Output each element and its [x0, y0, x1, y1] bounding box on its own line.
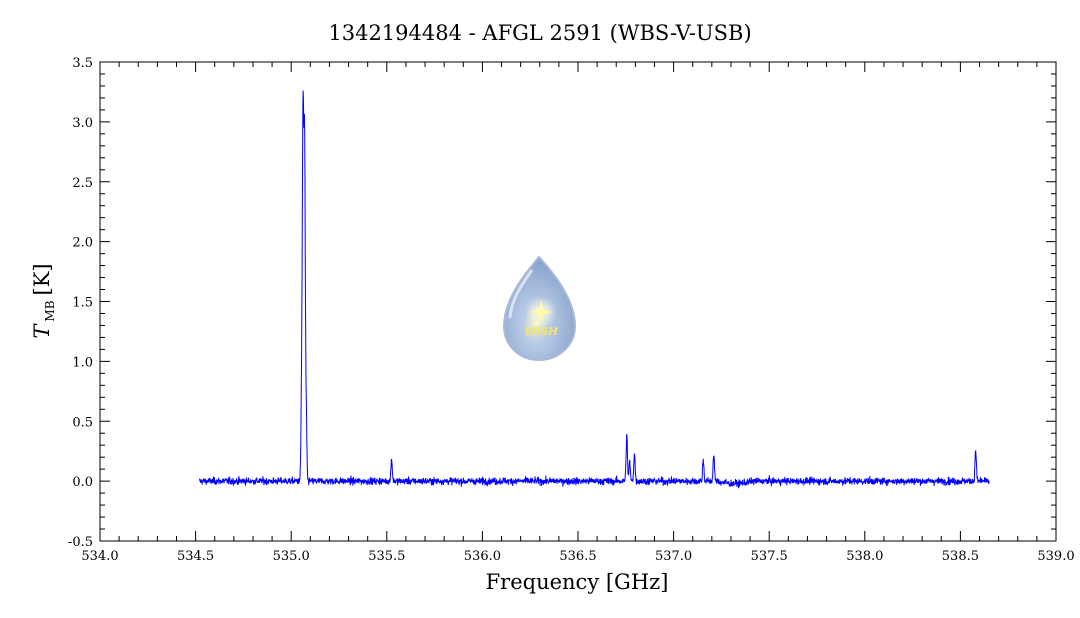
x-tick-label: 535.5 [368, 549, 405, 564]
x-tick-label: 539.0 [1037, 549, 1074, 564]
wish-logo-watermark: WISH [502, 255, 577, 362]
watermark-text: WISH [524, 325, 557, 338]
plot-frame [99, 61, 1057, 542]
x-tick-label: 534.0 [81, 549, 118, 564]
y-tick-labels: -0.5 0.0 0.5 1.0 1.5 2.0 2.5 3.0 3.5 [68, 56, 93, 550]
y-tick-label: -0.5 [68, 535, 93, 550]
x-tick-label: 535.0 [273, 549, 310, 564]
x-tick-label: 538.5 [942, 549, 979, 564]
x-tick-label: 534.5 [177, 549, 214, 564]
y-tick-label: 0.5 [72, 415, 93, 430]
chart-title: 1342194484 - AFGL 2591 (WBS-V-USB) [328, 21, 751, 45]
y-tick-label: 3.5 [72, 56, 93, 71]
svg-text:TMB[K]: TMB[K] [30, 263, 57, 338]
x-tick-labels: 534.0 534.5 535.0 535.5 536.0 536.5 537.0 537.5… [81, 549, 1074, 564]
y-tick-label: 3.0 [72, 116, 93, 131]
spectrum-line [198, 90, 990, 489]
y-tick-label: 2.5 [72, 176, 93, 191]
y-tick-label: 0.0 [72, 475, 93, 490]
x-tick-label: 538.0 [846, 549, 883, 564]
y-tick-label: 1.5 [72, 296, 93, 311]
y-tick-label: 1.0 [72, 355, 93, 370]
x-tick-label: 536.0 [464, 549, 501, 564]
y-axis-label: TMB[K] [30, 263, 57, 338]
x-tick-label: 536.5 [559, 549, 596, 564]
y-tick-label: 2.0 [72, 236, 93, 251]
x-tick-label: 537.5 [751, 549, 788, 564]
x-tick-label: 537.0 [655, 549, 692, 564]
axis-ticks [99, 61, 1057, 542]
x-axis-label: Frequency [GHz] [486, 570, 669, 594]
